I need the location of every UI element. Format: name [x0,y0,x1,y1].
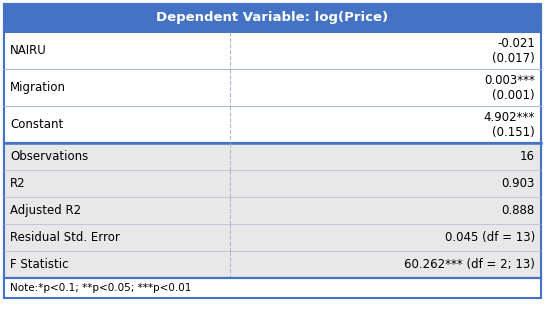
Text: -0.021: -0.021 [497,37,535,50]
Text: (0.017): (0.017) [492,52,535,65]
Bar [4,278,541,298]
Bar [4,143,541,278]
Bar [4,4,541,32]
Text: 4.902***: 4.902*** [484,111,535,124]
Bar [4,278,541,298]
Text: Residual Std. Error: Residual Std. Error [10,231,120,244]
Text: 0.003***: 0.003*** [484,73,535,86]
Text: Migration: Migration [10,81,66,94]
Text: NAIRU: NAIRU [10,44,47,57]
Text: Observations: Observations [10,150,88,163]
Text: Constant: Constant [10,118,63,131]
Bar [4,32,541,143]
Text: 16: 16 [520,150,535,163]
Text: 0.903: 0.903 [501,177,535,190]
Text: R2: R2 [10,177,26,190]
Text: Note:*p<0.1; **p<0.05; ***p<0.01: Note:*p<0.1; **p<0.05; ***p<0.01 [10,283,191,293]
Bar [4,32,541,143]
Text: 0.045 (df = 13): 0.045 (df = 13) [445,231,535,244]
Text: (0.001): (0.001) [492,89,535,102]
Text: (0.151): (0.151) [492,126,535,139]
Text: 60.262*** (df = 2; 13): 60.262*** (df = 2; 13) [404,258,535,271]
Text: Adjusted R2: Adjusted R2 [10,204,81,217]
Text: F Statistic: F Statistic [10,258,69,271]
Text: Dependent Variable: log(Price): Dependent Variable: log(Price) [156,11,389,24]
Text: 0.888: 0.888 [502,204,535,217]
Bar [4,143,541,278]
